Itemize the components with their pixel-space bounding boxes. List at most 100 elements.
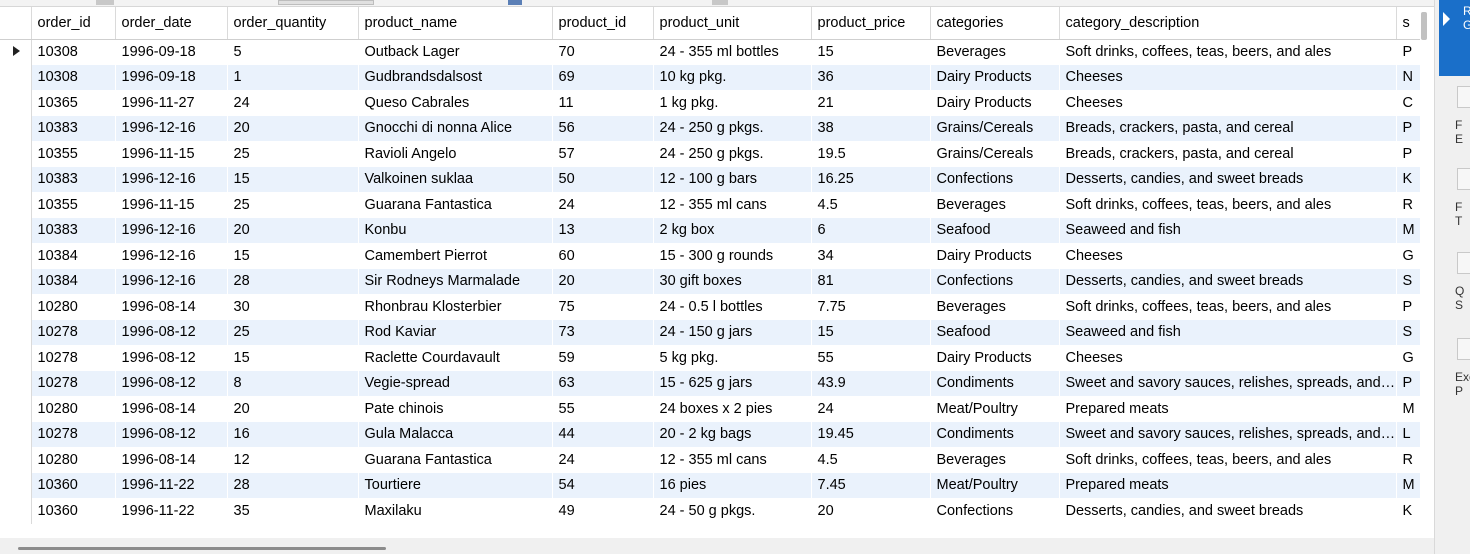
cell-product_name[interactable]: Rod Kaviar bbox=[358, 319, 552, 345]
cell-product_price[interactable]: 43.9 bbox=[811, 370, 930, 396]
cell-product_unit[interactable]: 24 - 50 g pkgs. bbox=[653, 498, 811, 524]
cell-category_description[interactable]: Soft drinks, coffees, teas, beers, and a… bbox=[1059, 447, 1396, 473]
cell-product_id[interactable]: 57 bbox=[552, 141, 653, 167]
cell-order_quantity[interactable]: 28 bbox=[227, 472, 358, 498]
cell-s[interactable]: M bbox=[1396, 217, 1420, 243]
table-row[interactable]: 10308 1996-09-18 5 Outback Lager 70 24 - 355 … bbox=[0, 39, 1420, 65]
cell-category_description[interactable]: Seaweed and fish bbox=[1059, 217, 1396, 243]
field-types-button[interactable]: F T bbox=[1439, 160, 1470, 238]
cell-product_price[interactable]: 21 bbox=[811, 90, 930, 116]
cell-order_quantity[interactable]: 25 bbox=[227, 192, 358, 218]
column-header-product_unit[interactable]: product_unit bbox=[653, 7, 812, 40]
cell-product_price[interactable]: 6 bbox=[811, 217, 930, 243]
cell-order_date[interactable]: 1996-12-16 bbox=[115, 166, 227, 192]
cell-order_id[interactable]: 10278 bbox=[31, 345, 115, 371]
column-header-order_date[interactable]: order_date bbox=[115, 7, 228, 40]
cell-order_date[interactable]: 1996-08-14 bbox=[115, 294, 227, 320]
cell-order_id[interactable]: 10384 bbox=[31, 268, 115, 294]
row-selector[interactable] bbox=[0, 166, 32, 192]
cell-product_name[interactable]: Gnocchi di nonna Alice bbox=[358, 115, 552, 141]
cell-order_date[interactable]: 1996-12-16 bbox=[115, 217, 227, 243]
cell-order_id[interactable]: 10355 bbox=[31, 192, 115, 218]
row-selector[interactable] bbox=[0, 217, 32, 243]
cell-product_name[interactable]: Pate chinois bbox=[358, 396, 552, 422]
cell-order_quantity[interactable]: 15 bbox=[227, 345, 358, 371]
cell-product_name[interactable]: Vegie-spread bbox=[358, 370, 552, 396]
cell-order_quantity[interactable]: 20 bbox=[227, 396, 358, 422]
cell-product_name[interactable]: Outback Lager bbox=[358, 39, 552, 65]
cell-categories[interactable]: Condiments bbox=[930, 370, 1059, 396]
cell-s[interactable]: G bbox=[1396, 243, 1420, 269]
horizontal-scrollbar[interactable] bbox=[0, 538, 1434, 554]
cell-categories[interactable]: Beverages bbox=[930, 447, 1059, 473]
row-selector[interactable] bbox=[0, 64, 32, 90]
vertical-scrollbar-thumb[interactable] bbox=[1421, 12, 1427, 40]
row-selector[interactable] bbox=[0, 370, 32, 396]
row-selector-header[interactable] bbox=[0, 7, 32, 40]
cell-categories[interactable]: Dairy Products bbox=[930, 64, 1059, 90]
cell-product_price[interactable]: 81 bbox=[811, 268, 930, 294]
result-grid[interactable]: order_id order_date order_quantity product_… bbox=[0, 7, 1420, 537]
cell-order_id[interactable]: 10278 bbox=[31, 319, 115, 345]
cell-product_price[interactable]: 24 bbox=[811, 396, 930, 422]
cell-category_description[interactable]: Soft drinks, coffees, teas, beers, and a… bbox=[1059, 39, 1396, 65]
cell-order_date[interactable]: 1996-08-12 bbox=[115, 370, 227, 396]
table-row[interactable]: 10383 1996-12-16 15 Valkoinen suklaa 50 12 - … bbox=[0, 166, 1420, 192]
cell-s[interactable]: S bbox=[1396, 268, 1420, 294]
row-selector[interactable] bbox=[0, 294, 32, 320]
row-selector[interactable] bbox=[0, 421, 32, 447]
row-selector[interactable] bbox=[0, 243, 32, 269]
column-header-order_id[interactable]: order_id bbox=[31, 7, 116, 40]
cell-categories[interactable]: Grains/Cereals bbox=[930, 141, 1059, 167]
cell-category_description[interactable]: Prepared meats bbox=[1059, 396, 1396, 422]
cell-categories[interactable]: Beverages bbox=[930, 294, 1059, 320]
cell-categories[interactable]: Confections bbox=[930, 166, 1059, 192]
row-selector[interactable] bbox=[0, 115, 32, 141]
cell-product_id[interactable]: 20 bbox=[552, 268, 653, 294]
cell-product_price[interactable]: 15 bbox=[811, 39, 930, 65]
cell-categories[interactable]: Dairy Products bbox=[930, 243, 1059, 269]
cell-product_price[interactable]: 34 bbox=[811, 243, 930, 269]
cell-product_unit[interactable]: 15 - 300 g rounds bbox=[653, 243, 811, 269]
cell-categories[interactable]: Dairy Products bbox=[930, 90, 1059, 116]
cell-categories[interactable]: Grains/Cereals bbox=[930, 115, 1059, 141]
cell-product_id[interactable]: 63 bbox=[552, 370, 653, 396]
table-row[interactable]: 10278 1996-08-12 8 Vegie-spread 63 15 - 625 g… bbox=[0, 370, 1420, 396]
row-selector[interactable] bbox=[0, 319, 32, 345]
cell-s[interactable]: L bbox=[1396, 421, 1420, 447]
cell-order_id[interactable]: 10355 bbox=[31, 141, 115, 167]
cell-s[interactable]: P bbox=[1396, 115, 1420, 141]
table-row[interactable]: 10383 1996-12-16 20 Gnocchi di nonna Alice 5… bbox=[0, 115, 1420, 141]
row-selector[interactable] bbox=[0, 141, 32, 167]
cell-categories[interactable]: Confections bbox=[930, 498, 1059, 524]
table-row[interactable]: 10355 1996-11-15 25 Guarana Fantastica 24 12 … bbox=[0, 192, 1420, 218]
cell-product_unit[interactable]: 5 kg pkg. bbox=[653, 345, 811, 371]
cell-order_id[interactable]: 10278 bbox=[31, 421, 115, 447]
cell-product_price[interactable]: 19.45 bbox=[811, 421, 930, 447]
cell-product_name[interactable]: Maxilaku bbox=[358, 498, 552, 524]
cell-s[interactable]: P bbox=[1396, 39, 1420, 65]
cell-category_description[interactable]: Breads, crackers, pasta, and cereal bbox=[1059, 141, 1396, 167]
cell-order_quantity[interactable]: 25 bbox=[227, 141, 358, 167]
cell-categories[interactable]: Dairy Products bbox=[930, 345, 1059, 371]
cell-s[interactable]: G bbox=[1396, 345, 1420, 371]
cell-order_date[interactable]: 1996-11-22 bbox=[115, 498, 227, 524]
table-row[interactable]: 10280 1996-08-14 20 Pate chinois 55 24 boxes … bbox=[0, 396, 1420, 422]
cell-order_quantity[interactable]: 15 bbox=[227, 243, 358, 269]
cell-category_description[interactable]: Soft drinks, coffees, teas, beers, and a… bbox=[1059, 192, 1396, 218]
cell-s[interactable]: P bbox=[1396, 294, 1420, 320]
cell-product_unit[interactable]: 16 pies bbox=[653, 472, 811, 498]
cell-product_name[interactable]: Ravioli Angelo bbox=[358, 141, 552, 167]
cell-product_id[interactable]: 55 bbox=[552, 396, 653, 422]
row-selector[interactable] bbox=[0, 90, 32, 116]
cell-order_quantity[interactable]: 1 bbox=[227, 64, 358, 90]
cell-product_unit[interactable]: 24 - 0.5 l bottles bbox=[653, 294, 811, 320]
cell-s[interactable]: P bbox=[1396, 141, 1420, 167]
cell-order_date[interactable]: 1996-11-15 bbox=[115, 192, 227, 218]
result-grid-button[interactable]: R G bbox=[1439, 0, 1470, 76]
cell-product_unit[interactable]: 1 kg pkg. bbox=[653, 90, 811, 116]
cell-categories[interactable]: Confections bbox=[930, 268, 1059, 294]
table-row[interactable]: 10383 1996-12-16 20 Konbu 13 2 kg box 6 Seafood… bbox=[0, 217, 1420, 243]
cell-s[interactable]: K bbox=[1396, 166, 1420, 192]
cell-category_description[interactable]: Soft drinks, coffees, teas, beers, and a… bbox=[1059, 294, 1396, 320]
